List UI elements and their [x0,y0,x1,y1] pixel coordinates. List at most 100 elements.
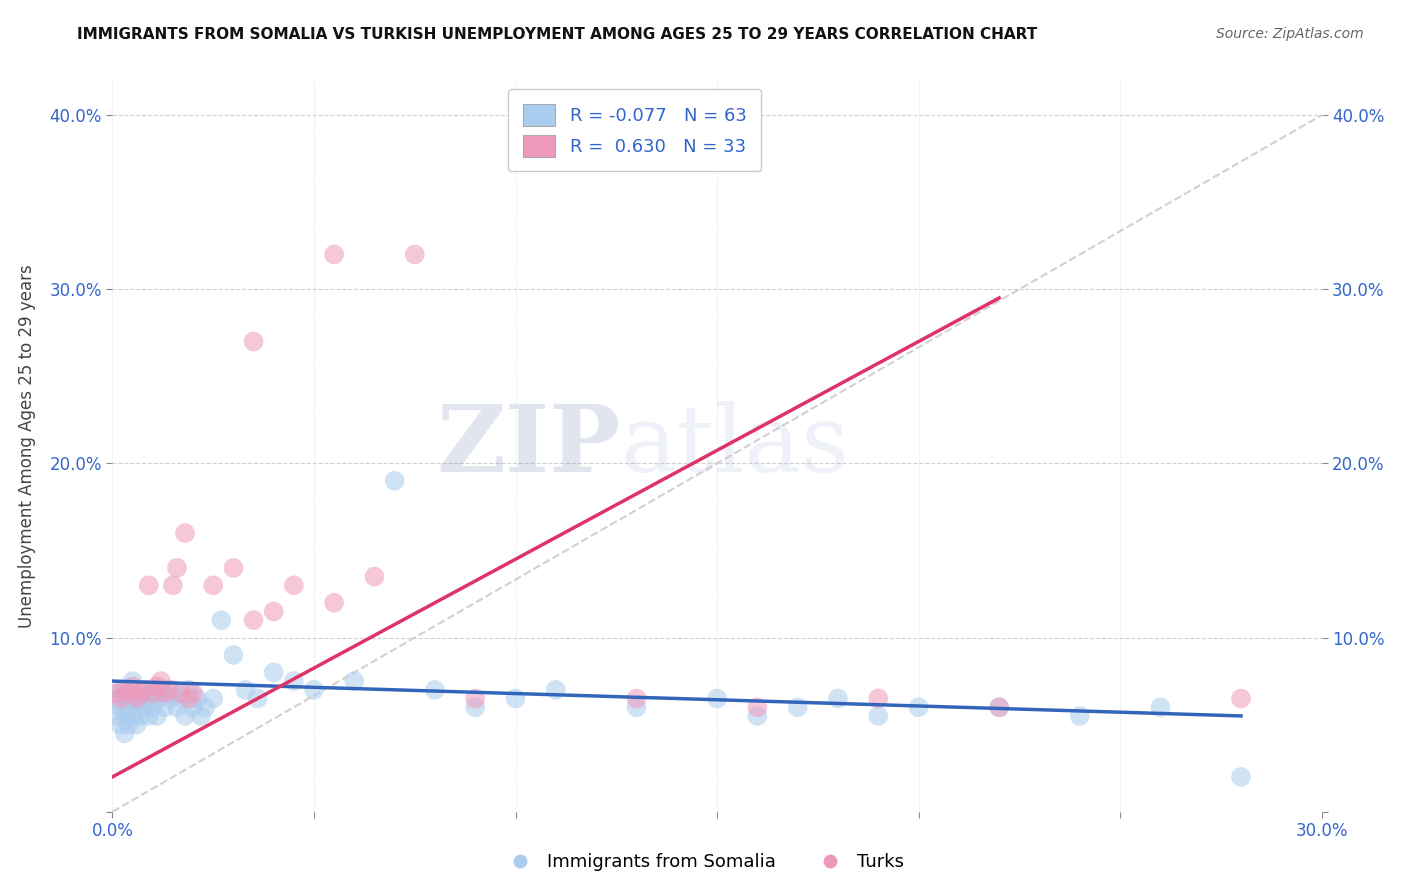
Point [153,686,176,700]
Point [134,682,156,697]
Point [283,578,305,592]
Point [209,613,232,627]
Point [129,686,152,700]
Point [242,334,264,349]
Point [125,691,148,706]
Point [177,691,200,706]
Point [302,682,325,697]
Point [404,247,426,261]
Point [146,709,169,723]
Point [706,691,728,706]
Point [121,679,143,693]
Point [114,691,136,706]
Point [181,686,204,700]
Point [157,682,180,697]
Point [186,691,208,706]
Text: IMMIGRANTS FROM SOMALIA VS TURKISH UNEMPLOYMENT AMONG AGES 25 TO 29 YEARS CORREL: IMMIGRANTS FROM SOMALIA VS TURKISH UNEMP… [77,27,1038,42]
Point [827,691,849,706]
Point [110,682,132,697]
Point [384,474,406,488]
Legend: Immigrants from Somalia, Turks: Immigrants from Somalia, Turks [495,847,911,879]
Point [222,648,245,662]
Point [110,717,132,731]
Point [235,682,257,697]
Y-axis label: Unemployment Among Ages 25 to 29 years: Unemployment Among Ages 25 to 29 years [18,264,35,628]
Point [142,700,165,714]
Point [117,700,139,714]
Point [114,726,136,740]
Point [464,700,486,714]
Legend: R = -0.077   N = 63, R =  0.630   N = 33: R = -0.077 N = 63, R = 0.630 N = 33 [509,89,761,171]
Point [868,709,890,723]
Point [105,686,128,700]
Point [194,700,217,714]
Point [786,700,808,714]
Point [149,674,172,689]
Point [125,717,148,731]
Point [174,526,197,541]
Point [166,561,188,575]
Point [129,709,152,723]
Point [121,691,143,706]
Point [1230,770,1253,784]
Point [114,682,136,697]
Point [129,691,152,706]
Point [423,682,446,697]
Point [134,682,156,697]
Point [263,665,285,680]
Point [117,682,139,697]
Point [1069,709,1091,723]
Point [907,700,929,714]
Point [105,691,128,706]
Point [138,691,160,706]
Point [283,674,305,689]
Point [149,682,172,697]
Point [1149,700,1171,714]
Point [1230,691,1253,706]
Point [323,596,346,610]
Point [988,700,1011,714]
Point [125,700,148,714]
Point [138,578,160,592]
Point [626,700,648,714]
Point [146,679,169,693]
Point [138,709,160,723]
Point [114,709,136,723]
Point [544,682,567,697]
Point [181,700,204,714]
Point [166,700,188,714]
Point [174,709,197,723]
Point [121,709,143,723]
Point [170,686,193,700]
Point [146,691,169,706]
Point [464,691,486,706]
Point [242,613,264,627]
Point [263,604,285,618]
Point [142,686,165,700]
Point [134,700,156,714]
Point [157,691,180,706]
Point [177,682,200,697]
Point [121,674,143,689]
Point [202,691,225,706]
Text: atlas: atlas [620,401,849,491]
Text: ZIP: ZIP [436,401,620,491]
Point [246,691,269,706]
Point [323,247,346,261]
Point [747,709,769,723]
Point [868,691,890,706]
Point [170,691,193,706]
Point [162,682,184,697]
Point [110,691,132,706]
Point [222,561,245,575]
Point [110,700,132,714]
Point [117,717,139,731]
Point [162,578,184,592]
Point [343,674,366,689]
Point [117,686,139,700]
Point [505,691,527,706]
Point [105,709,128,723]
Point [142,682,165,697]
Point [153,700,176,714]
Point [190,709,212,723]
